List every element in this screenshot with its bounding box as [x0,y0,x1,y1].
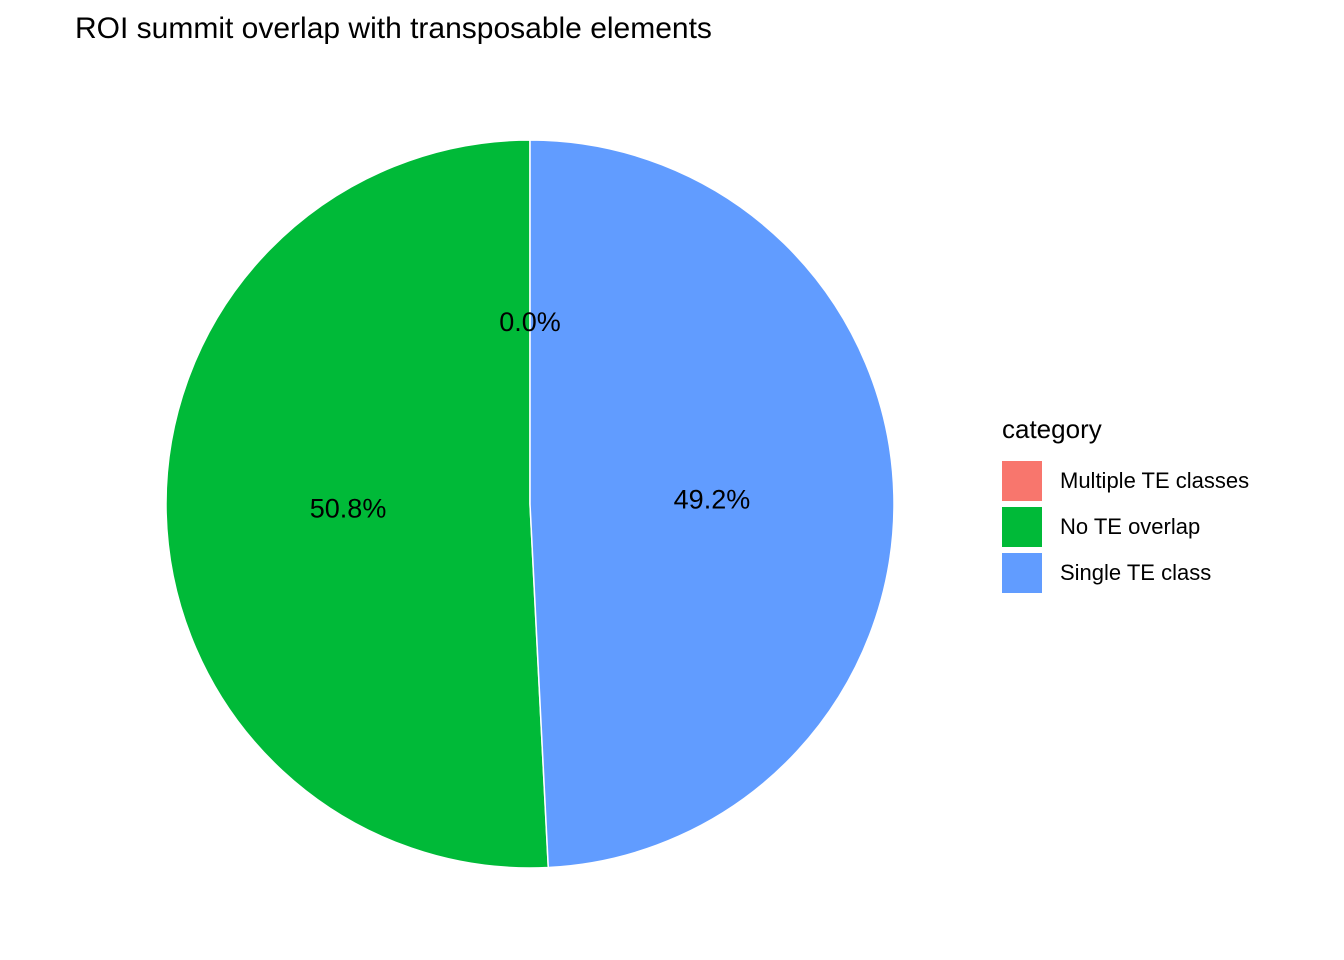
legend-label-multiple-te-classes: Multiple TE classes [1060,468,1250,493]
legend: category Multiple TE classes No TE overla… [1002,412,1249,596]
legend-items: Multiple TE classes No TE overlap Single T… [1002,458,1249,596]
legend-item-single-te-class: Single TE class [1002,550,1249,596]
pie-labels: 0.0% 50.8% 49.2% [310,307,750,524]
slice-label-multiple-te-classes: 0.0% [499,307,561,337]
pie-slices [165,139,895,869]
legend-item-multiple-te-classes: Multiple TE classes [1002,458,1249,504]
slice-label-no-te-overlap: 50.8% [310,494,387,524]
legend-swatch-single-te-class [1002,553,1042,593]
pie-slice-single-te-class [529,139,895,869]
legend-label-single-te-class: Single TE class [1060,560,1212,585]
legend-item-no-te-overlap: No TE overlap [1002,504,1249,550]
legend-label-no-te-overlap: No TE overlap [1060,514,1201,539]
legend-swatch-no-te-overlap [1002,507,1042,547]
legend-swatch-multiple-te-classes [1002,461,1042,501]
slice-label-single-te-class: 49.2% [674,484,751,514]
pie-slice-no-te-overlap [165,139,550,869]
chart-title: ROI summit overlap with transposable ele… [75,12,712,45]
legend-title: category [1002,414,1102,444]
